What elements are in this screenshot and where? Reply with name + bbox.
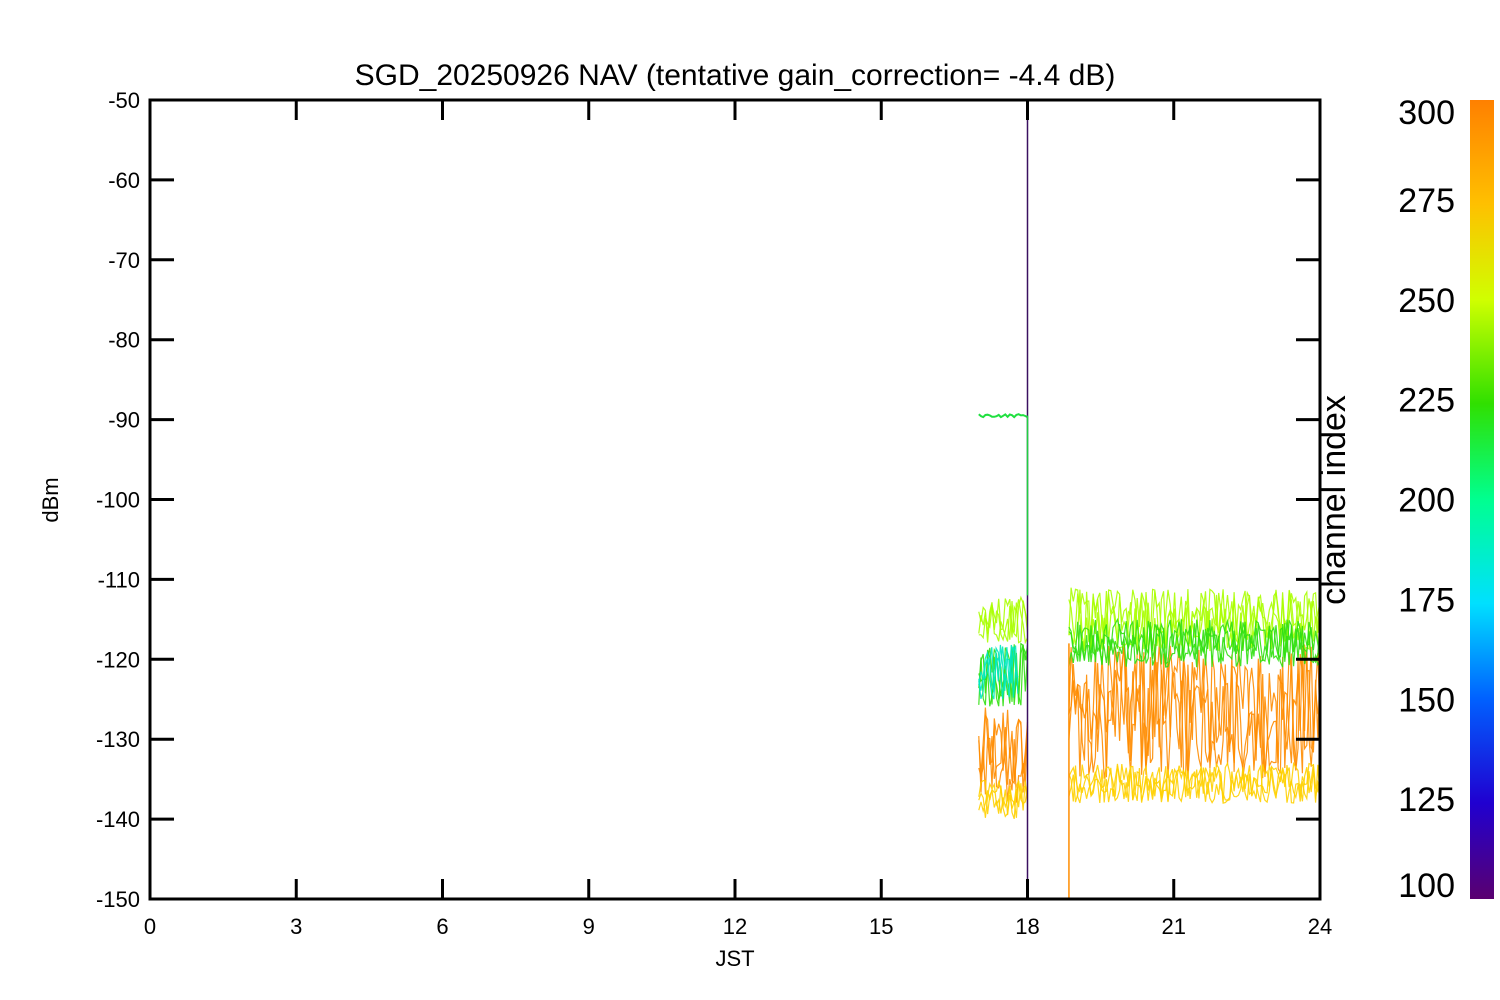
colorbar-tick-label: 150 [1398,681,1455,719]
series-line-channel-255 [978,600,1029,644]
data-layer [978,100,1320,899]
y-tick-label: -70 [108,248,140,273]
colorbar: 300 275 250 225 200 175 150 125 100 channel inde… [1315,94,1494,905]
y-tick-label: -50 [108,88,140,113]
x-axis: 0 3 6 9 12 15 18 21 24 [144,100,1332,939]
y-tick-label: -80 [108,328,140,353]
series-line-channel-275 [978,779,1029,818]
colorbar-tick-label: 250 [1398,282,1455,320]
series-line-channel-230 [978,413,1028,419]
y-axis-label: dBm [38,477,63,522]
y-axis: -50 -60 -70 -80 -90 -100 -110 -120 -130 -140 -150 [96,88,1320,912]
x-tick-label: 0 [144,914,156,939]
y-tick-label: -90 [108,408,140,433]
x-tick-label: 24 [1308,914,1332,939]
series-line-channel-190 [978,644,1019,693]
series-line-channel-255 [1068,589,1320,652]
colorbar-tick-label: 125 [1398,781,1455,819]
x-tick-label: 21 [1162,914,1186,939]
colorbar-tick-label: 175 [1398,581,1455,619]
colorbar-tick-label: 275 [1398,182,1455,220]
series-line-channel-190 [978,644,1019,694]
y-tick-label: -150 [96,887,140,912]
series-line-channel-275 [978,779,1029,819]
x-tick-label: 3 [290,914,302,939]
series-line-channel-240 [1068,618,1320,667]
colorbar-tick-label: 300 [1398,94,1455,132]
colorbar-gradient [1470,100,1494,899]
y-tick-label: -60 [108,168,140,193]
x-tick-label: 12 [723,914,747,939]
colorbar-tick-label: 100 [1398,867,1455,905]
series-line-channel-290 [1068,644,1320,779]
y-tick-label: -130 [96,727,140,752]
series-line-channel-290 [978,709,1029,789]
x-tick-label: 6 [436,914,448,939]
y-tick-label: -120 [96,647,140,672]
series-line-channel-275 [1068,763,1320,804]
colorbar-tick-label: 225 [1398,382,1455,420]
y-tick-label: -140 [96,807,140,832]
y-tick-label: -100 [96,488,140,513]
y-tick-label: -110 [98,567,140,592]
colorbar-tick-label: 200 [1398,482,1455,520]
x-axis-label: JST [715,946,754,971]
plot-frame [148,98,1322,901]
series-line-channel-255 [978,598,1029,645]
x-tick-label: 18 [1015,914,1039,939]
colorbar-title: channel index [1315,395,1353,605]
series-line-channel-290 [978,712,1029,803]
chart-title: SGD_20250926 NAV (tentative gain_correct… [355,59,1116,92]
x-tick-label: 9 [583,914,595,939]
x-tick-label: 15 [869,914,893,939]
